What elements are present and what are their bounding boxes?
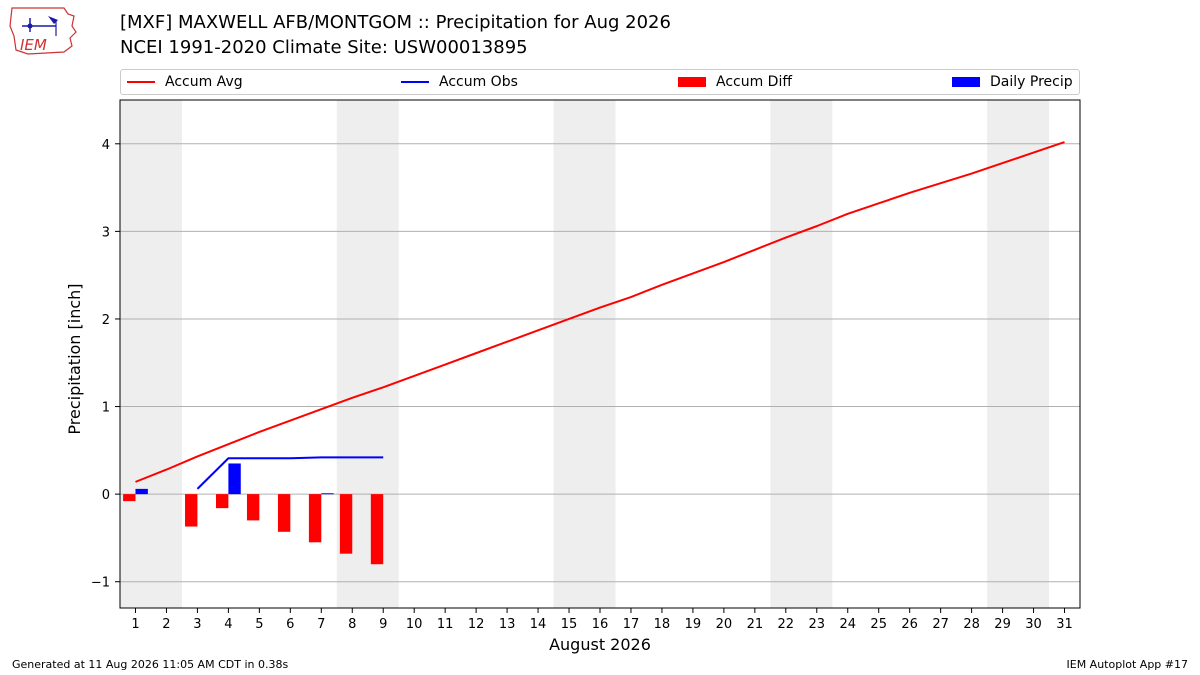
accum-obs-line bbox=[196, 456, 384, 490]
accum-diff-bar bbox=[370, 494, 384, 565]
x-tick-label: 9 bbox=[379, 617, 387, 632]
x-tick-label: 5 bbox=[255, 617, 263, 632]
x-tick-label: 4 bbox=[224, 617, 232, 632]
chart-subtitle: NCEI 1991-2020 Climate Site: USW00013895 bbox=[120, 37, 528, 58]
x-tick-label: 13 bbox=[499, 617, 516, 632]
x-tick-label: 20 bbox=[716, 617, 733, 632]
x-tick-label: 1 bbox=[131, 617, 139, 632]
x-tick-label: 2 bbox=[162, 617, 170, 632]
x-tick-label: 3 bbox=[193, 617, 201, 632]
chart-title: [MXF] MAXWELL AFB/MONTGOM :: Precipitati… bbox=[120, 12, 671, 33]
y-tick-label: 4 bbox=[102, 138, 110, 153]
x-tick-label: 10 bbox=[406, 617, 423, 632]
x-tick-label: 8 bbox=[348, 617, 356, 632]
daily-precip-bar bbox=[135, 488, 148, 495]
daily-precip-bar bbox=[321, 493, 334, 495]
x-tick-label: 28 bbox=[963, 617, 980, 632]
accum-diff-bar bbox=[185, 494, 198, 527]
footer-generated: Generated at 11 Aug 2026 11:05 AM CDT in… bbox=[12, 658, 289, 671]
legend-label-accum-diff: Accum Diff bbox=[716, 74, 793, 90]
weekend-band bbox=[553, 100, 616, 608]
chart-legend: Accum Avg Accum Obs Accum Diff Daily Pre… bbox=[120, 69, 1080, 95]
x-tick-label: 30 bbox=[1025, 617, 1042, 632]
iem-logo: IEM bbox=[9, 7, 77, 55]
y-tick-label: 1 bbox=[102, 401, 110, 416]
accum-diff-bar bbox=[277, 494, 291, 532]
x-tick-label: 7 bbox=[317, 617, 325, 632]
accum-diff-bar bbox=[123, 494, 136, 502]
x-tick-label: 15 bbox=[561, 617, 578, 632]
legend-item-accum-avg: Accum Avg bbox=[127, 73, 243, 91]
x-tick-label: 23 bbox=[809, 617, 826, 632]
x-tick-label: 26 bbox=[901, 617, 918, 632]
accum-diff-bar bbox=[308, 494, 322, 543]
x-tick-label: 24 bbox=[839, 617, 856, 632]
x-tick-label: 27 bbox=[932, 617, 949, 632]
y-axis-label: Precipitation [inch] bbox=[65, 283, 84, 434]
x-tick-label: 6 bbox=[286, 617, 294, 632]
legend-label-accum-obs: Accum Obs bbox=[439, 74, 518, 90]
x-tick-label: 18 bbox=[654, 617, 671, 632]
x-tick-label: 22 bbox=[778, 617, 795, 632]
y-tick-label: 3 bbox=[102, 225, 110, 240]
legend-label-daily-precip: Daily Precip bbox=[990, 74, 1073, 90]
accum-diff-bar bbox=[216, 494, 229, 509]
x-tick-label: 25 bbox=[870, 617, 887, 632]
legend-swatch-daily-precip bbox=[952, 77, 980, 87]
legend-swatch-accum-obs bbox=[401, 81, 429, 83]
weekend-band bbox=[120, 100, 182, 608]
y-tick-label: 2 bbox=[102, 313, 110, 328]
x-tick-label: 31 bbox=[1056, 617, 1073, 632]
accum-diff-bar bbox=[246, 494, 260, 521]
legend-item-daily-precip: Daily Precip bbox=[952, 73, 1073, 91]
legend-item-accum-obs: Accum Obs bbox=[401, 73, 518, 91]
legend-item-accum-diff: Accum Diff bbox=[678, 73, 792, 91]
y-tick-label: −1 bbox=[91, 576, 110, 591]
footer-app: IEM Autoplot App #17 bbox=[1066, 658, 1189, 671]
x-tick-label: 17 bbox=[623, 617, 640, 632]
x-tick-label: 12 bbox=[468, 617, 485, 632]
x-tick-label: 11 bbox=[437, 617, 454, 632]
x-tick-label: 16 bbox=[592, 617, 609, 632]
daily-precip-bar bbox=[228, 463, 241, 495]
x-axis-label: August 2026 bbox=[549, 635, 651, 654]
logo-text: IEM bbox=[20, 36, 47, 54]
weekend-band bbox=[987, 100, 1050, 608]
x-tick-label: 29 bbox=[994, 617, 1011, 632]
x-tick-label: 19 bbox=[685, 617, 702, 632]
accum-avg-line bbox=[135, 141, 1065, 483]
x-tick-label: 21 bbox=[747, 617, 764, 632]
y-tick-label: 0 bbox=[102, 488, 110, 503]
x-tick-label: 14 bbox=[530, 617, 547, 632]
accum-diff-bar bbox=[339, 494, 353, 554]
weekend-band bbox=[770, 100, 833, 608]
legend-swatch-accum-avg bbox=[127, 81, 155, 83]
legend-label-accum-avg: Accum Avg bbox=[165, 74, 243, 90]
legend-swatch-accum-diff bbox=[678, 77, 706, 87]
